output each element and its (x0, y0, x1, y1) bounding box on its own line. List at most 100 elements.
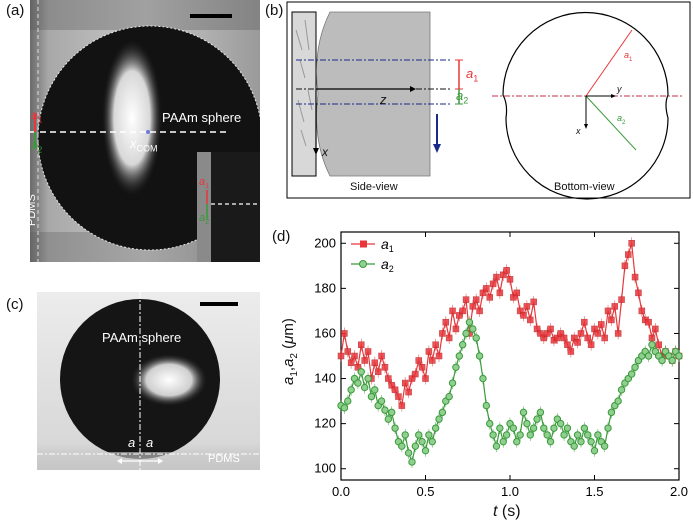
data-point-a1 (432, 341, 439, 348)
data-point-a2 (445, 392, 453, 401)
data-point-a1 (598, 321, 605, 328)
data-point-a1 (385, 375, 392, 382)
data-point-a1 (483, 285, 490, 292)
panel-a-sphere-label: PAAm sphere (162, 110, 242, 125)
panel-a-com-label: xCOM (130, 136, 158, 154)
data-point-a1 (341, 330, 348, 337)
data-point-a1 (371, 359, 379, 367)
data-point-a1 (391, 386, 399, 394)
data-point-a1 (476, 307, 483, 315)
panel-a-inset-a2-label: a2 (199, 212, 210, 227)
y-tick-label: 140 (314, 371, 336, 386)
data-point-a1 (415, 357, 422, 364)
data-point-a2 (347, 386, 355, 394)
data-point-a2 (486, 419, 494, 428)
data-point-a1 (422, 375, 429, 382)
data-point-a1 (628, 240, 635, 247)
panel-b-a1-label: a1 (466, 66, 479, 84)
data-point-a2 (492, 442, 501, 450)
data-point-a2 (644, 352, 653, 360)
data-point-a1 (493, 273, 500, 281)
panel-c-pdms-label: PDMS (208, 453, 240, 465)
data-point-a2 (357, 368, 365, 376)
data-point-a2 (404, 449, 413, 457)
data-point-a2 (381, 406, 389, 414)
data-point-a2 (374, 401, 382, 410)
substrate-block (291, 11, 317, 177)
data-point-a1 (570, 334, 578, 342)
data-point-a2 (442, 397, 450, 405)
data-point-a2 (648, 341, 656, 349)
y-tick-label: 100 (314, 461, 336, 476)
sphere-glow-c (131, 354, 207, 406)
data-point-a1 (388, 382, 395, 389)
data-point-a1 (479, 289, 487, 297)
data-point-a2 (631, 363, 639, 371)
data-point-a2 (671, 347, 680, 356)
panel-a-photo (30, 0, 260, 262)
data-point-a2 (533, 415, 541, 423)
data-point-a2 (516, 431, 524, 439)
data-point-a1 (527, 316, 534, 324)
y-axis-label: a1,a2 (μm) (280, 318, 300, 385)
data-point-a1 (516, 307, 524, 315)
y-tick-label: 160 (314, 325, 336, 340)
data-point-a2 (665, 352, 673, 360)
data-point-a2 (391, 424, 399, 432)
bottom-view-a1-label: a1 (624, 50, 633, 63)
bottom-view-a2-label: a2 (617, 113, 626, 126)
data-point-a1 (557, 330, 564, 337)
data-point-a1 (567, 348, 575, 355)
data-point-a1 (608, 316, 615, 324)
data-point-a1 (587, 341, 595, 348)
data-point-a1 (449, 307, 456, 315)
data-point-a2 (458, 341, 467, 349)
data-point-a1 (574, 339, 581, 346)
data-point-a2 (550, 424, 558, 432)
data-point-a1 (625, 251, 632, 258)
series-line-a2 (340, 320, 680, 465)
y-tick-label: 200 (314, 235, 336, 250)
data-point-a1 (577, 330, 585, 337)
data-point-a2 (452, 363, 460, 371)
data-point-a2 (509, 424, 518, 432)
data-point-a1 (489, 280, 497, 288)
data-point-a1 (554, 334, 561, 342)
panel-c-a-right: a (146, 435, 154, 450)
y-tick-label: 120 (314, 416, 336, 431)
data-point-a2 (496, 424, 504, 432)
data-point-a2 (415, 431, 423, 439)
x-axis-label: t (s) (493, 503, 521, 520)
data-point-a1 (435, 352, 443, 360)
bottom-view-x-label: x (576, 126, 581, 136)
panel-c-figure (37, 292, 260, 470)
panel-a-a2-label: a2 (31, 138, 43, 155)
data-point-a2 (604, 424, 612, 432)
panel-a-label: (a) (6, 2, 25, 19)
data-point-a1 (584, 334, 591, 342)
data-point-a1 (658, 352, 666, 360)
data-point-a2 (394, 437, 403, 446)
data-point-a2 (360, 383, 369, 392)
data-point-a1 (368, 375, 375, 382)
data-point-a1 (506, 276, 514, 283)
panel-b-x-label: x (322, 145, 328, 159)
data-point-a2 (425, 431, 433, 439)
panel-a-inset-a1-label: a1 (199, 176, 210, 191)
data-point-a2 (354, 379, 362, 387)
data-point-a1 (354, 364, 362, 371)
data-point-a2 (384, 415, 393, 423)
data-point-a1 (537, 330, 544, 337)
data-point-a1 (611, 303, 619, 310)
data-point-a1 (361, 357, 368, 364)
data-point-a1 (381, 364, 389, 371)
data-point-a2 (462, 329, 470, 338)
data-point-a1 (543, 330, 551, 337)
data-point-a2 (475, 352, 484, 360)
data-point-a1 (513, 289, 521, 297)
data-point-a1 (445, 334, 453, 342)
panel-c-a-left: a (128, 435, 136, 450)
data-point-a1 (510, 294, 517, 301)
data-point-a2 (469, 325, 477, 333)
data-point-a1 (401, 379, 409, 387)
